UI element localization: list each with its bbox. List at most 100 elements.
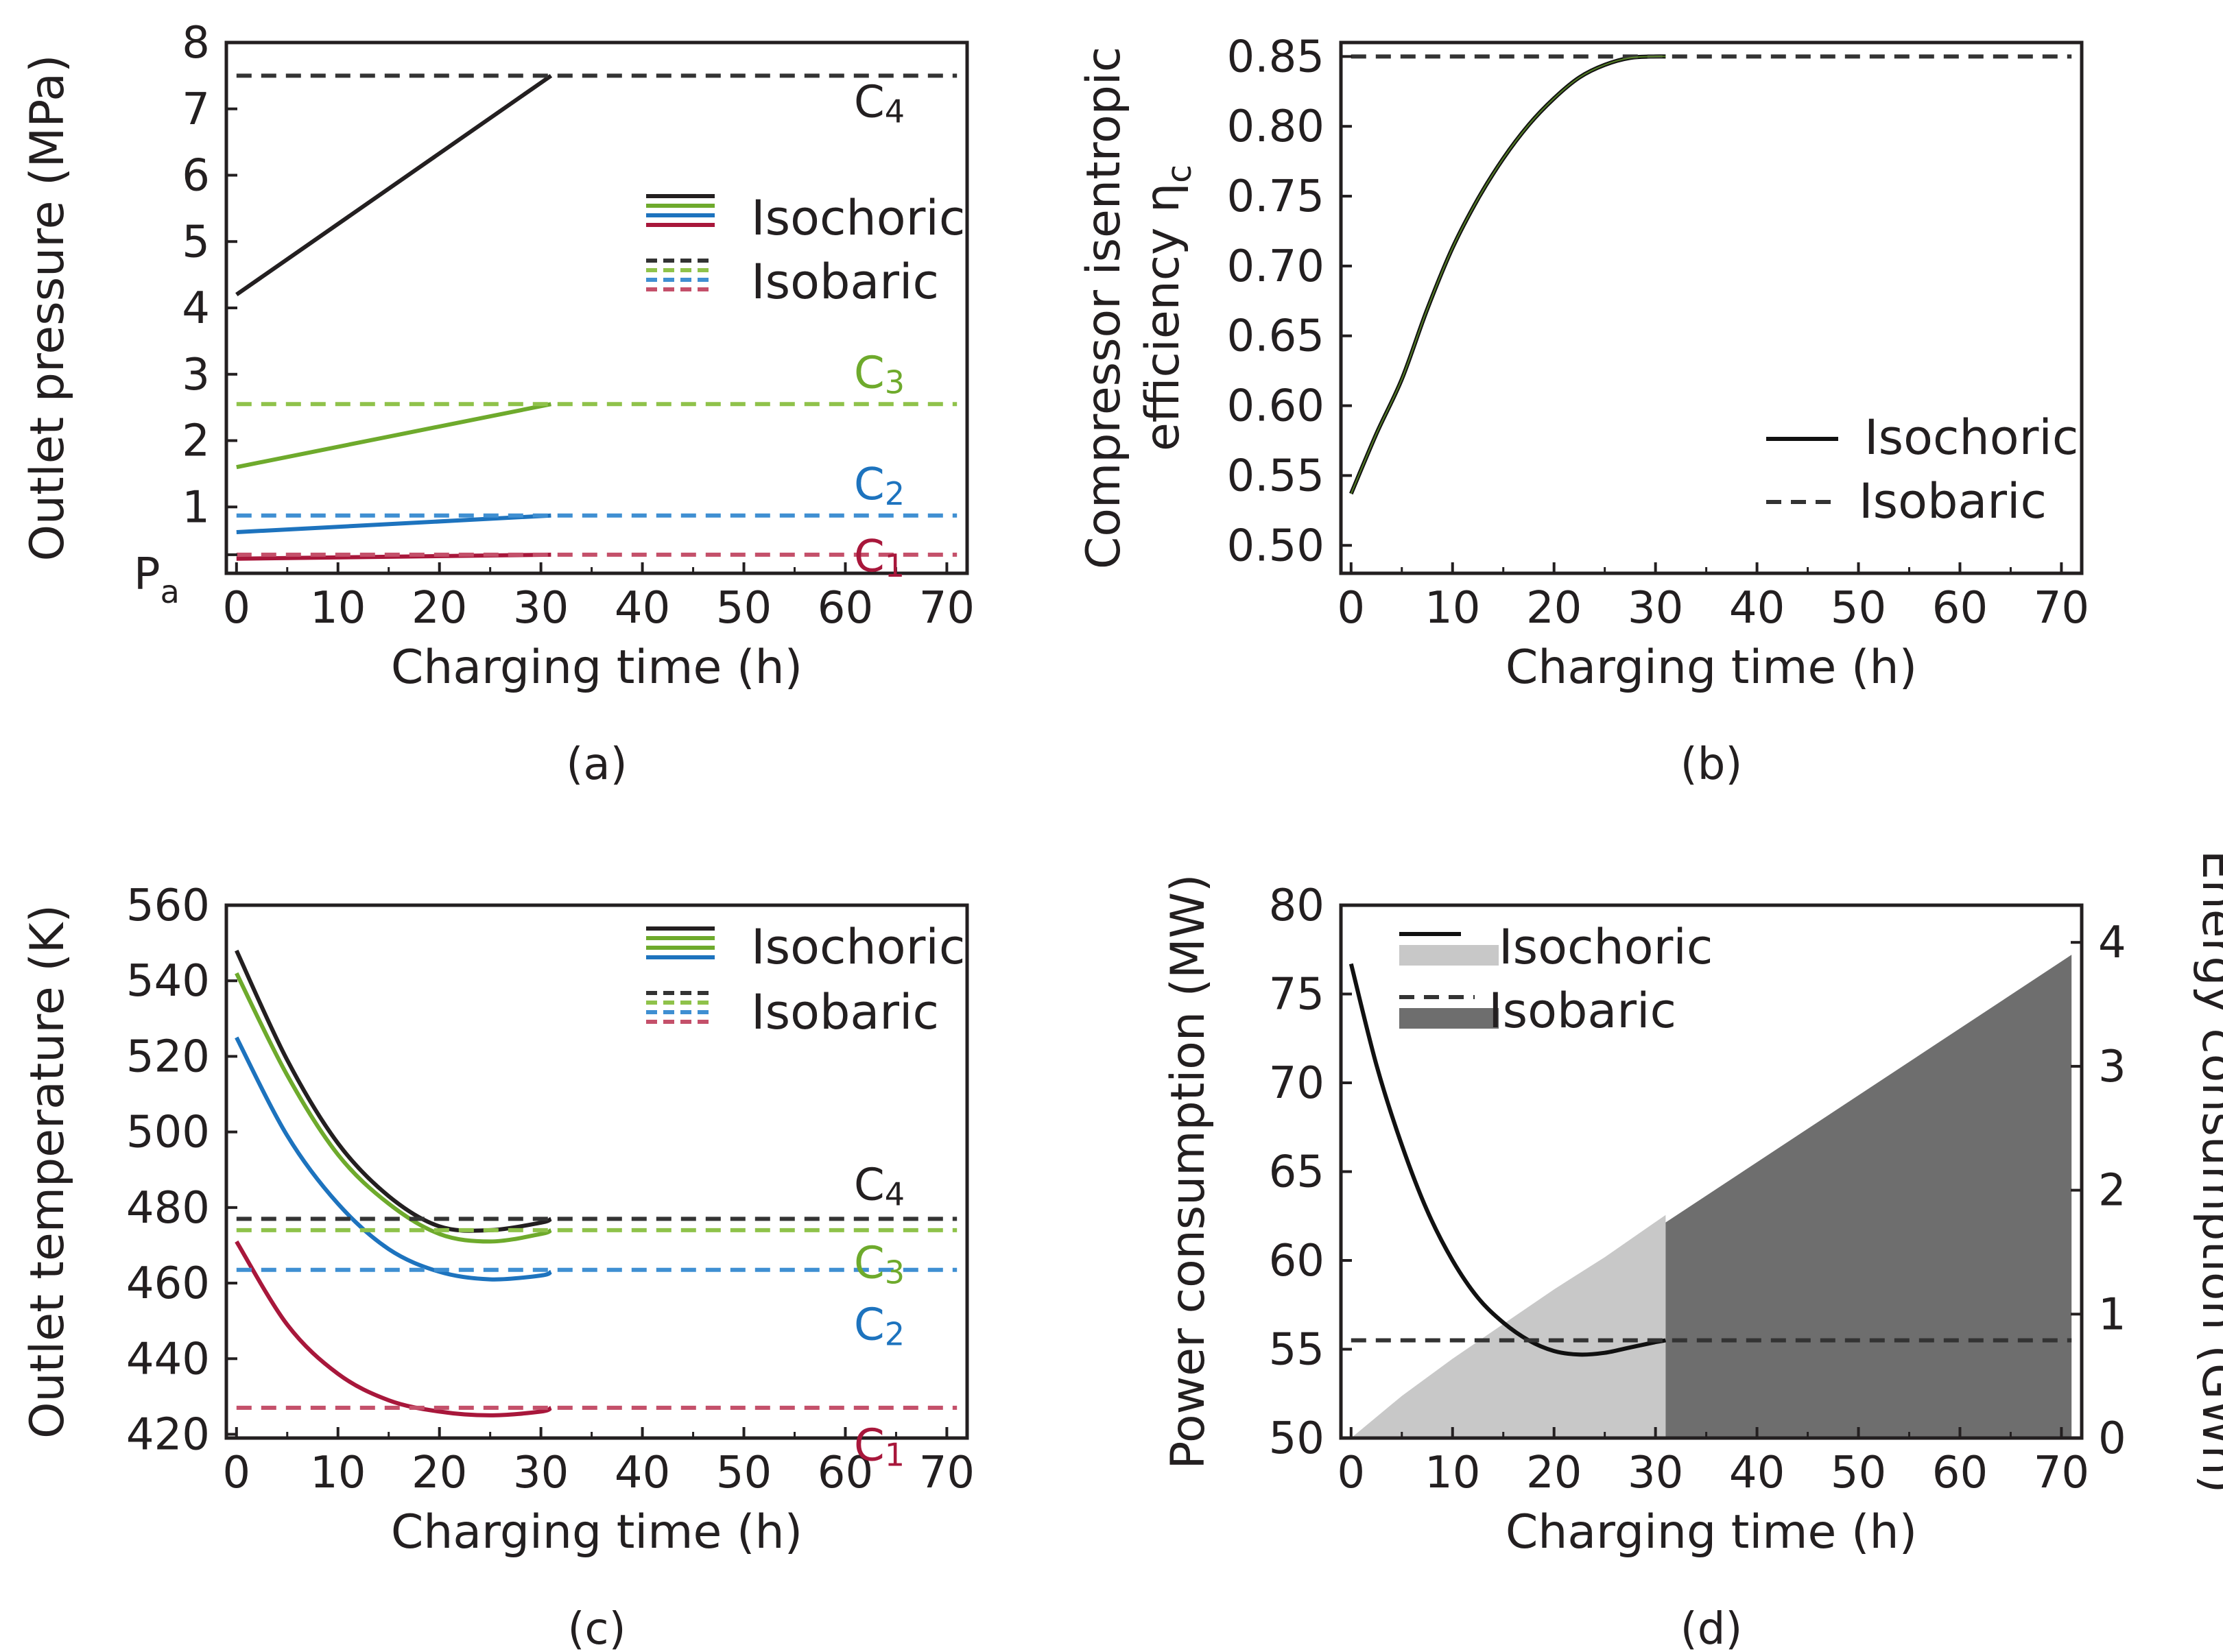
- panel-d-ytick-label: 70: [1269, 1058, 1324, 1109]
- panel-c-plot-frame: [224, 903, 969, 1440]
- panel-c-stage-label-c3-sub: 3: [885, 1254, 905, 1291]
- panel-a-ytick-label: 8: [182, 18, 210, 69]
- panel-a-stage-label-c1-base: C: [854, 531, 885, 582]
- panel-c-stage-label-c4-sub: 4: [885, 1175, 905, 1212]
- panel-d-xtick-label: 70: [2034, 1448, 2089, 1498]
- panel-c-legend-isochoric-label: Isochoric: [751, 919, 965, 975]
- panel-d-ytick-label: 60: [1269, 1236, 1324, 1286]
- panel-d-legend-isochoric-area-swatch: [1399, 945, 1499, 966]
- panel-d-legend-isochoric-label: Isochoric: [1499, 919, 1713, 975]
- panel-b-xtick-label: 20: [1526, 583, 1582, 634]
- panel-c-ytick-label: 420: [126, 1409, 210, 1460]
- panel-b-xtick-label: 0: [1337, 583, 1365, 634]
- panel-a-stage-label-c4-sub: 4: [885, 93, 905, 130]
- panel-c-xtick-label: 0: [222, 1448, 250, 1498]
- panel-a-stage-label-c3: C3: [854, 348, 905, 400]
- panel-a-stage-label-c3-sub: 3: [885, 363, 905, 400]
- panel-c-stage-label-c1-sub: 1: [885, 1436, 905, 1473]
- panel-c-stage-label-c1-base: C: [854, 1420, 885, 1471]
- panel-c-ytick-label: 480: [126, 1183, 210, 1234]
- panel-c-xtick-label: 10: [310, 1448, 366, 1498]
- panel-c-stage-label-c3-base: C: [854, 1238, 885, 1289]
- panel-a-stage-label-c3-base: C: [854, 348, 885, 398]
- panel-d-ytick-label: 80: [1269, 881, 1324, 931]
- panel-c-ytick-label: 440: [126, 1334, 210, 1385]
- panel-b-ytick-label: 0.75: [1227, 171, 1325, 222]
- panel-d-xtick-label: 50: [1831, 1448, 1886, 1498]
- panel-c-xtick-label: 50: [716, 1448, 772, 1498]
- panel-d-y2tick-label: 1: [2098, 1289, 2126, 1340]
- panel-d-y2tick-label: 4: [2098, 918, 2126, 968]
- panel-d-legend-isobaric-label: Isobaric: [1488, 983, 1676, 1039]
- panel-c-xtick-label: 70: [919, 1448, 975, 1498]
- panel-c-xtick-label: 20: [412, 1448, 467, 1498]
- panel-d-xtick-label: 20: [1526, 1448, 1582, 1498]
- panel-a-xtick-label: 70: [919, 583, 975, 634]
- panel-d-ytick-label: 55: [1269, 1325, 1324, 1376]
- panel-b-ytick-label: 0.55: [1227, 451, 1325, 501]
- panel-a-series-isochoric-c2: [236, 513, 551, 534]
- panel-a-xtick-label: 50: [716, 583, 772, 634]
- panel-b-y-axis-label-line2-base: efficiency η: [1136, 183, 1190, 451]
- panel-b-xtick-label: 30: [1628, 583, 1683, 634]
- panel-a-stage-label-c2-sub: 2: [885, 475, 905, 512]
- panel-b-y-axis-label-line1: Compressor isentropic: [1077, 47, 1131, 569]
- panel-d-xtick-label: 30: [1628, 1448, 1683, 1498]
- panel-a-legend-isobaric-label: Isobaric: [751, 254, 939, 310]
- panel-a-xtick-label: 40: [615, 583, 670, 634]
- panel-b-ytick-label: 0.70: [1227, 241, 1325, 292]
- panel-b-legend-isochoric-label: Isochoric: [1864, 409, 2078, 466]
- panel-a-ytick-label: 3: [182, 350, 210, 400]
- panel-d-xtick-label: 60: [1932, 1448, 1988, 1498]
- panel-a-ytick-label: 6: [182, 151, 210, 202]
- panel-c-stage-label-c4-base: C: [854, 1160, 885, 1210]
- panel-d-area-isobaric-energy: [1665, 955, 2072, 1438]
- panel-c-series-isochoric-c1: [235, 1240, 552, 1417]
- panel-d-y2tick-label: 0: [2098, 1413, 2126, 1464]
- panel-d-legend-isobaric-area-swatch: [1399, 1008, 1499, 1029]
- panel-b-ytick-label: 0.65: [1227, 311, 1325, 362]
- panel-a-pa-tick-label-base: P: [134, 549, 161, 600]
- panel-b-ytick-label: 0.80: [1227, 101, 1325, 152]
- panel-c-stage-label-c2-base: C: [854, 1300, 885, 1351]
- panel-a-caption: (a): [566, 739, 627, 790]
- panel-c-stage-label-c2: C2: [854, 1300, 905, 1353]
- panel-c-legend-isobaric-label: Isobaric: [751, 984, 939, 1040]
- panel-c-ytick-label: 540: [126, 956, 210, 1007]
- panel-d-xtick-label: 0: [1337, 1448, 1365, 1498]
- panel-c-ytick-label: 520: [126, 1031, 210, 1082]
- panel-a-outlet-pressure: 0 10 20 30 40 50 60 70 Charging time (h) (a) 1 2 3 4 5…: [21, 18, 975, 790]
- panel-b-ytick-label: 0.50: [1227, 520, 1325, 571]
- panel-c-xtick-label: 40: [615, 1448, 670, 1498]
- panel-b-y-axis-label-line2: efficiency ηc: [1136, 165, 1199, 451]
- panel-a-ytick-label: 7: [182, 84, 210, 135]
- panel-a-stage-label-c4-base: C: [854, 77, 885, 128]
- panel-a-xtick-label: 10: [310, 583, 366, 634]
- panel-d-xtick-label: 10: [1425, 1448, 1480, 1498]
- panel-b-y-axis-label-line2-sub: c: [1160, 165, 1199, 183]
- panel-d-y2tick-label: 2: [2098, 1166, 2126, 1217]
- panel-a-xtick-label: 20: [412, 583, 467, 634]
- panel-a-ytick-label: 4: [182, 283, 210, 334]
- panel-a-ytick-label: 5: [182, 217, 210, 267]
- panel-c-stage-label-c4: C4: [854, 1160, 905, 1212]
- panel-c-xtick-label: 30: [513, 1448, 569, 1498]
- panel-d-ytick-label: 65: [1269, 1147, 1324, 1198]
- panel-b-xtick-label: 40: [1729, 583, 1785, 634]
- panel-c-series-isochoric-c2: [235, 1036, 552, 1282]
- panel-d-y2-axis-label: Energy consumption (GWh): [2191, 850, 2223, 1494]
- panel-a-stage-label-c2-base: C: [854, 459, 885, 510]
- panel-b-plot-frame: [1339, 40, 2084, 575]
- panel-b-xtick-label: 10: [1425, 583, 1480, 634]
- panel-a-stage-label-c1: C1: [854, 531, 905, 584]
- panel-a-series-isochoric-c4: [235, 73, 553, 297]
- panel-b-compressor-efficiency: 0 10 20 30 40 50 60 70 Charging time (h) (b) 0.50 0…: [1077, 32, 2089, 790]
- panel-c-stage-label-c3: C3: [854, 1238, 905, 1291]
- panel-b-ytick-label: 0.85: [1227, 32, 1325, 82]
- panel-b-xtick-label: 60: [1932, 583, 1988, 634]
- panel-c-y-axis-label: Outlet temperature (K): [21, 905, 75, 1439]
- panel-c-xtick-label: 60: [818, 1448, 873, 1498]
